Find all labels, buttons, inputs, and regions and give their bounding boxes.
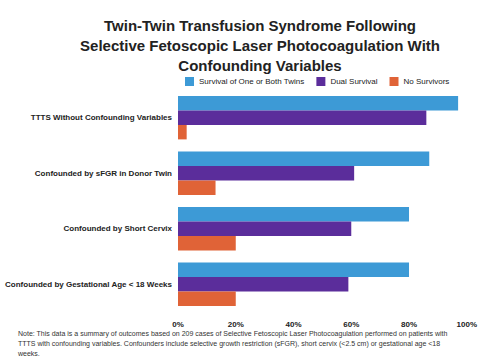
svg-text:100%: 100% <box>457 320 477 329</box>
svg-text:TTTS Without Confounding Varia: TTTS Without Confounding Variables <box>31 113 173 122</box>
svg-text:Dual Survival: Dual Survival <box>330 77 377 86</box>
svg-text:20%: 20% <box>228 320 244 329</box>
svg-text:No Survivors: No Survivors <box>404 77 450 86</box>
svg-text:Survival of One or Both Twins: Survival of One or Both Twins <box>199 77 304 86</box>
svg-text:Confounding Variables: Confounding Variables <box>178 57 341 74</box>
svg-text:Confounded by sFGR in Donor Tw: Confounded by sFGR in Donor Twin <box>35 169 172 178</box>
svg-text:Confounded by Short Cervix: Confounded by Short Cervix <box>64 224 173 233</box>
svg-text:weeks.: weeks. <box>17 350 40 357</box>
svg-text:Selective Fetoscopic Laser Pho: Selective Fetoscopic Laser Photocoagulat… <box>80 37 440 54</box>
svg-text:40%: 40% <box>286 320 302 329</box>
svg-text:60%: 60% <box>343 320 359 329</box>
svg-text:0%: 0% <box>172 320 184 329</box>
svg-text:Confounded by Gestational Age: Confounded by Gestational Age < 18 Weeks <box>5 280 172 289</box>
svg-text:TTTS with confounding variable: TTTS with confounding variables. Confoun… <box>18 340 442 348</box>
svg-text:Note: This data is a summary o: Note: This data is a summary of outcomes… <box>18 330 449 338</box>
svg-text:80%: 80% <box>401 320 417 329</box>
svg-text:Twin-Twin Transfusion Syndrome: Twin-Twin Transfusion Syndrome Following <box>104 17 416 34</box>
